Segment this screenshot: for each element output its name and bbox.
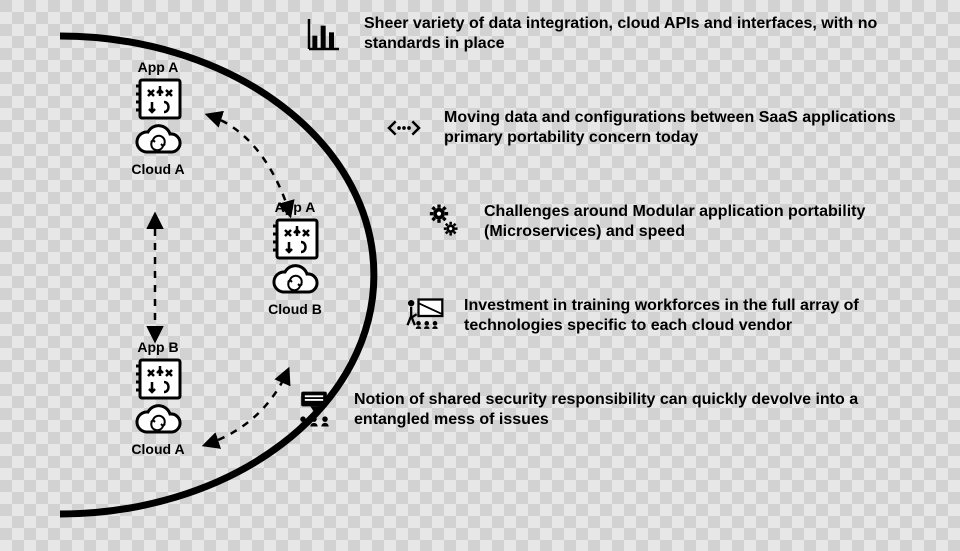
node-app-b-cloud-a: App B Cloud A	[108, 340, 208, 456]
bar-chart-icon	[300, 10, 348, 58]
cloud-icon	[130, 122, 186, 160]
bullet-5-text: Notion of shared security responsibility…	[354, 390, 914, 430]
node3-app-label: App B	[108, 340, 208, 354]
bullet-list: Sheer variety of data integration, cloud…	[280, 10, 940, 434]
chip-icon	[130, 356, 186, 402]
node1-app-label: App A	[108, 60, 208, 74]
bullet-4-text: Investment in training workforces in the…	[464, 296, 940, 336]
bullet-5: Notion of shared security responsibility…	[290, 386, 940, 434]
diagram-stage: App A Cloud A App A	[0, 0, 960, 551]
node1-cloud-label: Cloud A	[108, 162, 208, 176]
node-app-a-cloud-a: App A Cloud A	[108, 60, 208, 176]
cloud-icon	[130, 402, 186, 440]
training-icon	[400, 292, 448, 340]
bullet-2: Moving data and configurations between S…	[380, 104, 940, 152]
bullet-4: Investment in training workforces in the…	[400, 292, 940, 340]
bullet-2-text: Moving data and configurations between S…	[444, 108, 940, 148]
shared-responsibility-icon	[290, 386, 338, 434]
bullet-3-text: Challenges around Modular application po…	[484, 202, 940, 242]
gears-icon	[420, 198, 468, 246]
chip-icon	[130, 76, 186, 122]
bullet-3: Challenges around Modular application po…	[420, 198, 940, 246]
bullet-1: Sheer variety of data integration, cloud…	[300, 10, 940, 58]
node3-cloud-label: Cloud A	[108, 442, 208, 456]
transfer-icon	[380, 104, 428, 152]
bullet-1-text: Sheer variety of data integration, cloud…	[364, 14, 924, 54]
